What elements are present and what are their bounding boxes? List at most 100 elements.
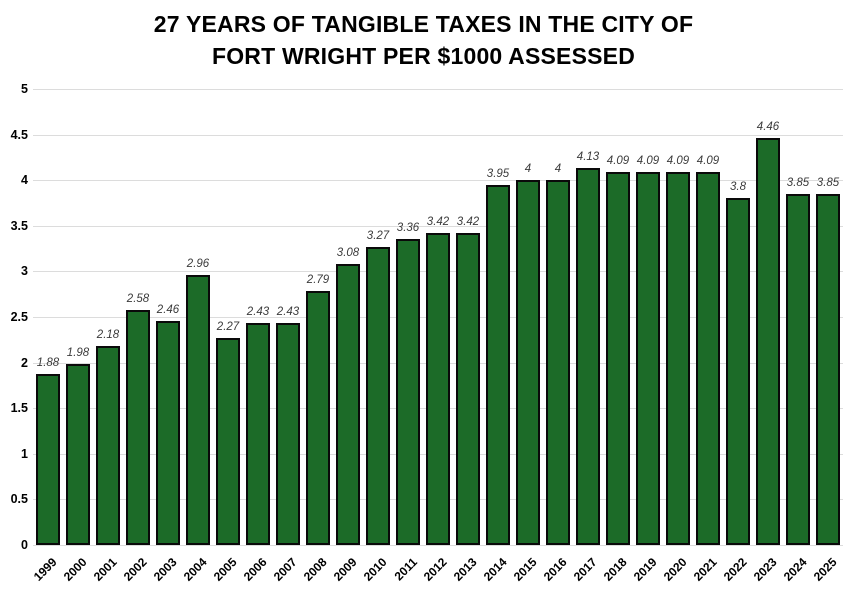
bar-value-label: 2.27 [216,320,240,333]
bar-column-2016: 4 [543,89,573,545]
bar-2012 [426,233,450,545]
bar-value-label: 3.85 [786,176,810,189]
bar-value-label: 3.8 [730,181,746,194]
gridline-3.5 [33,225,843,227]
bar-value-label: 3.36 [396,221,420,234]
bar-2022 [726,198,750,545]
x-tick-label-2013: 2013 [451,555,480,584]
bar-column-2001: 2.18 [93,89,123,545]
bar-value-label: 2.79 [306,273,330,286]
bar-column-2023: 4.46 [753,89,783,545]
x-tick-label-2003: 2003 [151,555,180,584]
bar-column-2000: 1.98 [63,89,93,545]
bar-column-2007: 2.43 [273,89,303,545]
bar-2017 [576,168,600,545]
x-tick-label-2002: 2002 [121,555,150,584]
bar-2011 [396,238,420,545]
gridline-4.5 [33,134,843,136]
bar-2005 [216,337,240,545]
bar-column-2004: 2.96 [183,89,213,545]
bar-value-label: 4.09 [696,155,720,167]
bar-2009 [336,264,360,545]
bar-value-label: 4 [524,163,532,176]
bar-2025 [816,193,840,545]
bar-2018 [606,172,630,545]
y-axis: 0 0.5 1 1.5 2 2.5 3 3.5 4 4.5 5 [0,0,28,593]
y-tick-label: 1.5 [10,401,28,416]
bar-value-label: 1.88 [36,356,60,369]
bar-value-label: 3.42 [426,216,450,229]
y-tick-label: 4.5 [10,127,28,142]
x-tick-label-2016: 2016 [541,555,570,584]
bar-value-label: 4.09 [606,155,630,167]
bar-column-2018: 4.09 [603,89,633,545]
x-tick-label-2010: 2010 [361,555,390,584]
bar-value-label: 4.13 [576,151,600,164]
x-tick-label-2009: 2009 [331,555,360,584]
x-tick-label-2005: 2005 [211,555,240,584]
bar-column-2024: 3.85 [783,89,813,545]
x-tick-label-2023: 2023 [751,555,780,584]
bar-column-2013: 3.42 [453,89,483,545]
bar-column-2017: 4.13 [573,89,603,545]
bar-2019 [636,172,660,545]
bar-column-2014: 3.95 [483,89,513,545]
bar-column-2005: 2.27 [213,89,243,545]
x-axis: 1999 2000 2001 2002 2003 2004 2005 2006 2007 2008… [31,545,843,593]
bar-value-label: 4.09 [636,155,660,167]
bar-1999 [36,373,60,545]
x-tick-label-2000: 2000 [61,555,90,584]
x-tick-label-2017: 2017 [571,555,600,584]
y-tick-label: 4 [21,173,28,188]
bar-2002 [126,309,150,545]
x-tick-label-2004: 2004 [181,555,210,584]
bar-value-label: 3.27 [366,229,390,242]
x-tick-label-2011: 2011 [391,555,420,584]
x-tick-label-2024: 2024 [781,555,810,584]
y-tick-label: 3.5 [10,218,28,233]
plot-area: 1.88 1.98 2.18 2.58 2.46 2.96 2.27 2.43 2.43 2.79… [33,89,843,546]
y-tick-label: 5 [21,82,28,96]
bar-series: 1.88 1.98 2.18 2.58 2.46 2.96 2.27 2.43 2.43 2.79… [33,89,843,545]
bar-value-label: 4.09 [666,155,690,167]
gridline-5 [33,89,843,90]
bar-column-2015: 4 [513,89,543,545]
y-tick-label: 0.5 [10,492,28,507]
x-tick-label-2019: 2019 [631,555,660,584]
bar-2015 [516,180,540,545]
bar-2020 [666,172,690,545]
x-tick-label-2012: 2012 [421,555,450,584]
x-tick-label-2021: 2021 [691,555,720,584]
bar-value-label: 2.18 [96,329,120,342]
bar-2008 [306,290,330,545]
bar-column-2019: 4.09 [633,89,663,545]
bar-2000 [66,364,90,545]
x-tick-label-2015: 2015 [511,555,540,584]
x-tick-label-2018: 2018 [601,555,630,584]
bar-value-label: 3.42 [456,216,480,229]
bar-value-label: 2.96 [186,258,210,271]
bar-value-label: 4.46 [756,121,780,134]
bar-column-2003: 2.46 [153,89,183,545]
bar-value-label: 1.98 [66,347,90,360]
chart-title: 27 YEARS OF TANGIBLE TAXES IN THE CITY O… [0,8,847,72]
bar-column-2006: 2.43 [243,89,273,545]
bar-2013 [456,233,480,545]
bar-value-label: 3.95 [486,167,510,180]
bar-value-label: 2.58 [126,292,150,305]
bar-column-2020: 4.09 [663,89,693,545]
bar-2023 [756,138,780,545]
chart-title-line1: 27 YEARS OF TANGIBLE TAXES IN THE CITY O… [153,11,694,37]
x-tick-label-2014: 2014 [481,555,510,584]
gridline-4 [33,180,843,182]
bar-column-2011: 3.36 [393,89,423,545]
bar-value-label: 2.43 [246,306,270,319]
x-tick-label-2020: 2020 [661,555,690,584]
bar-value-label: 2.46 [156,303,180,316]
bar-column-2012: 3.42 [423,89,453,545]
bar-2016 [546,180,570,545]
gridline-0 [33,545,843,546]
y-tick-label: 3 [21,264,28,279]
x-tick-label-2006: 2006 [241,555,270,584]
x-tick-label-2022: 2022 [721,555,750,584]
